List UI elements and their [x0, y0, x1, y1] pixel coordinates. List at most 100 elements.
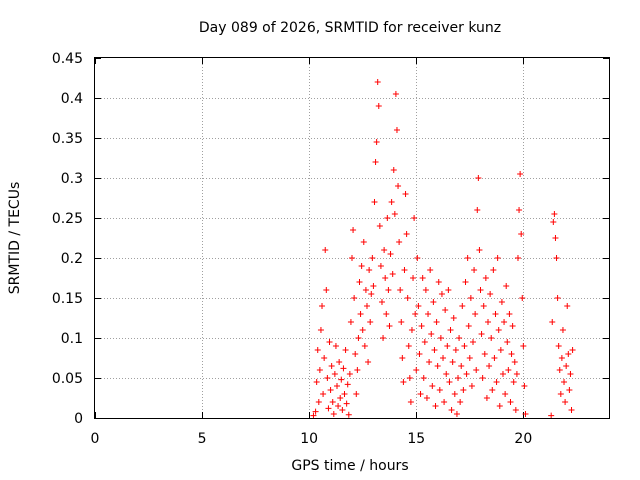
data-point [519, 295, 526, 301]
data-point [397, 287, 404, 293]
data-point [422, 287, 429, 293]
data-point [343, 400, 350, 407]
data-point [433, 319, 440, 325]
data-point [475, 175, 482, 181]
data-point [313, 379, 320, 385]
data-point [330, 411, 337, 417]
data-point [495, 327, 502, 333]
data-point [336, 359, 343, 365]
data-point [419, 275, 426, 281]
data-point [562, 399, 569, 405]
data-point [320, 391, 327, 397]
data-point [377, 263, 384, 269]
data-point [443, 371, 450, 377]
x-tick-label: 5 [198, 431, 207, 447]
x-tick-label: 20 [514, 431, 532, 447]
y-tick-label: 0 [74, 411, 83, 427]
data-point [425, 311, 432, 317]
data-point [321, 355, 328, 361]
data-points [310, 79, 576, 419]
data-point [316, 367, 323, 373]
data-point [477, 287, 484, 293]
data-point [332, 343, 339, 349]
data-point [554, 295, 561, 301]
data-point [361, 343, 368, 349]
data-point [441, 399, 448, 405]
grid [95, 58, 609, 418]
data-point [548, 412, 555, 419]
data-point [387, 251, 394, 257]
data-point [494, 255, 501, 261]
data-point [553, 255, 560, 261]
data-point [395, 183, 402, 189]
data-point [373, 139, 380, 145]
data-point [559, 327, 566, 333]
data-point [411, 215, 418, 221]
data-point [393, 127, 400, 133]
data-point [516, 207, 523, 213]
data-point [380, 335, 387, 341]
data-point [351, 295, 358, 301]
data-point [552, 235, 559, 241]
data-point [385, 287, 392, 293]
data-point [315, 399, 322, 405]
data-point [431, 347, 438, 353]
data-point [323, 287, 330, 293]
data-point [563, 363, 570, 369]
data-point [435, 279, 442, 285]
data-point [468, 383, 475, 389]
data-point [428, 331, 435, 337]
data-point [437, 335, 444, 341]
data-point [463, 371, 470, 377]
data-point [346, 371, 353, 377]
y-tick-label: 0.2 [61, 251, 83, 267]
data-point [327, 387, 334, 393]
data-point [352, 351, 359, 357]
data-point [507, 399, 514, 405]
data-point [436, 387, 443, 393]
data-point [460, 387, 467, 393]
data-point [476, 247, 483, 253]
y-tick-label: 0.05 [52, 371, 83, 387]
data-point [472, 311, 479, 317]
data-point [359, 327, 366, 333]
data-point [568, 407, 575, 413]
data-point [474, 207, 481, 213]
data-point [368, 291, 375, 297]
data-point [492, 311, 499, 317]
data-point [354, 367, 361, 373]
data-point [513, 371, 520, 377]
data-point [401, 267, 408, 273]
data-point [493, 379, 500, 385]
data-point [418, 323, 425, 329]
data-point [499, 371, 506, 377]
data-point [509, 323, 516, 329]
data-point [366, 267, 373, 273]
data-point [383, 311, 390, 317]
data-point [403, 231, 410, 237]
data-point [473, 367, 480, 373]
data-point [432, 403, 439, 409]
data-point [358, 263, 365, 269]
y-tick-label: 0.45 [52, 51, 83, 67]
data-point [334, 383, 341, 389]
data-point [569, 347, 576, 353]
data-point [508, 351, 515, 357]
data-point [445, 287, 452, 293]
data-point [517, 171, 524, 177]
data-point [471, 267, 478, 273]
data-point [371, 199, 378, 205]
data-point [484, 319, 491, 325]
data-point [497, 347, 504, 353]
data-point [406, 375, 413, 381]
data-point [456, 335, 463, 341]
data-point [426, 359, 433, 365]
data-point [465, 323, 472, 329]
data-point [342, 347, 349, 353]
data-point [382, 275, 389, 281]
data-point [319, 303, 326, 309]
data-point [440, 355, 447, 361]
data-point [325, 405, 332, 412]
data-point [344, 381, 351, 388]
